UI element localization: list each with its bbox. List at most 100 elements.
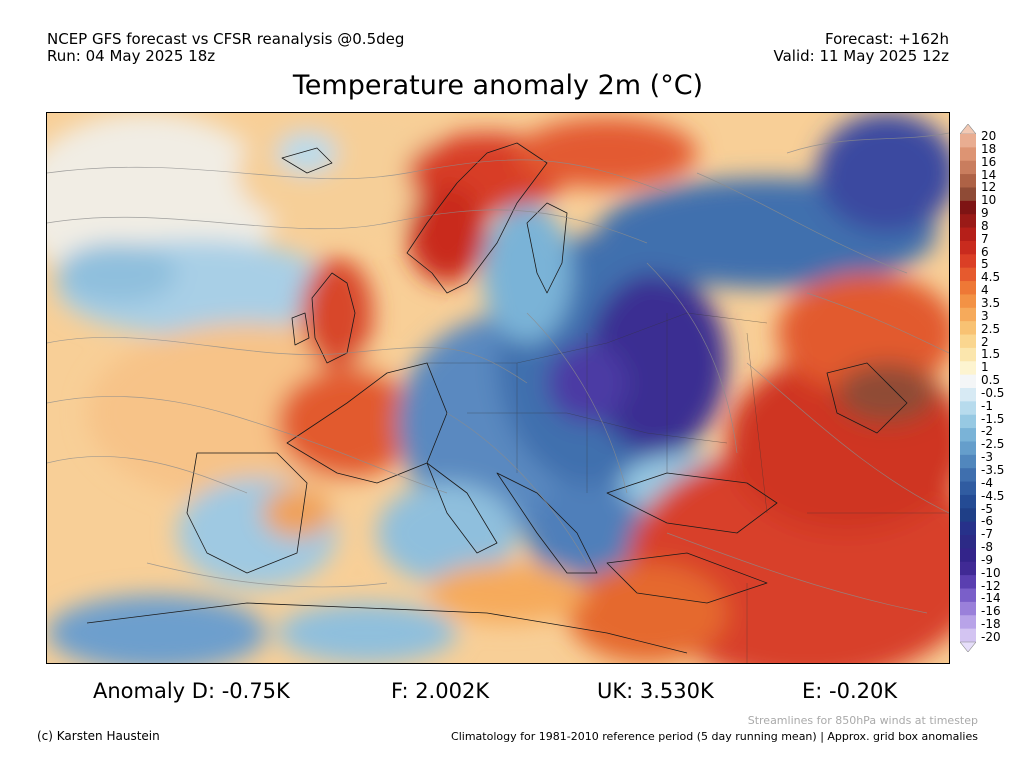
colorbar-swatch [960, 347, 976, 362]
credit: (c) Karsten Haustein [37, 729, 160, 743]
colorbar-label: 16 [981, 154, 997, 169]
colorbar-label: -6 [981, 514, 993, 529]
colorbar-swatch [960, 575, 976, 590]
colorbar-swatch [960, 294, 976, 309]
colorbar-swatch [960, 160, 976, 175]
colorbar-swatch [960, 254, 976, 269]
colorbar-swatch [960, 628, 976, 643]
colorbar-label: 10 [981, 193, 997, 208]
colorbar-swatch [960, 374, 976, 389]
colorbar-label: 9 [981, 206, 989, 221]
colorbar-swatch [960, 147, 976, 162]
colorbar-swatch [960, 468, 976, 483]
colorbar-label: -20 [981, 630, 1001, 644]
colorbar-label: 12 [981, 180, 997, 195]
colorbar-label: -8 [981, 540, 993, 555]
streamlines-note: Streamlines for 850hPa winds at timestep [747, 714, 978, 727]
colorbar-label: -0.5 [981, 385, 1005, 400]
colorbar-label: -14 [981, 591, 1001, 606]
colorbar-label: 14 [981, 167, 997, 182]
colorbar-swatch [960, 267, 976, 282]
colorbar-swatch [960, 601, 976, 616]
anomaly-map [46, 112, 950, 664]
colorbar-label: -2 [981, 424, 993, 439]
colorbar-label: 2 [981, 334, 989, 349]
colorbar-swatch [960, 240, 976, 255]
colorbar-bottom-triangle [960, 641, 976, 652]
colorbar-label: 4 [981, 283, 989, 298]
country-borders [427, 312, 949, 663]
colorbar-swatch [960, 561, 976, 576]
colorbar [960, 124, 976, 652]
colorbar-swatch [960, 428, 976, 442]
colorbar-label: 5 [981, 257, 989, 272]
colorbar-label: 0.5 [981, 373, 1001, 388]
colorbar-label: -3 [981, 450, 993, 465]
colorbar-label: -16 [981, 604, 1001, 619]
colorbar-label: 4.5 [981, 270, 1001, 285]
colorbar-swatch [960, 454, 976, 469]
colorbar-label: 6 [981, 244, 989, 259]
colorbar-label: -5 [981, 501, 993, 516]
anomaly-e: E: -0.20K [802, 679, 898, 703]
colorbar-label: 20 [981, 129, 997, 143]
colorbar-label: -1 [981, 398, 993, 413]
stats-row: Anomaly D: -0.75K F: 2.002K UK: 3.530K E… [0, 679, 1024, 707]
colorbar-label: 3 [981, 308, 989, 323]
colorbar-swatch [960, 494, 976, 509]
colorbar-swatch [960, 414, 976, 429]
anomaly-f: F: 2.002K [391, 679, 490, 703]
anomaly-d: Anomaly D: -0.75K [93, 679, 290, 703]
colorbar-swatch [960, 361, 976, 376]
colorbar-label: -10 [981, 565, 1001, 580]
colorbar-swatch [960, 334, 976, 349]
model-description: NCEP GFS forecast vs CFSR reanalysis @0.… [47, 30, 405, 48]
colorbar-label: -1.5 [981, 411, 1005, 426]
colorbar-swatch [960, 548, 976, 563]
colorbar-swatch [960, 281, 976, 295]
colorbar-label: -9 [981, 552, 993, 567]
colorbar-swatch [960, 321, 976, 336]
forecast-hour: Forecast: +162h [825, 30, 949, 48]
valid-time: Valid: 11 May 2025 12z [773, 47, 949, 65]
colorbar-swatch [960, 174, 976, 188]
colorbar-label: -7 [981, 527, 993, 542]
colorbar-label: -3.5 [981, 463, 1005, 477]
colorbar-label: 1.5 [981, 347, 1001, 362]
map-title: Temperature anomaly 2m (°C) [292, 70, 704, 101]
colorbar-swatch [960, 521, 976, 536]
colorbar-top-triangle [960, 124, 976, 135]
colorbar-label: -4 [981, 475, 993, 490]
colorbar-label: -18 [981, 617, 1001, 632]
colorbar-label: 18 [981, 141, 997, 156]
colorbar-swatch [960, 307, 976, 322]
wind-streamlines [47, 132, 949, 614]
colorbar-swatch [960, 388, 976, 402]
colorbar-swatch [960, 615, 976, 630]
colorbar-swatch [960, 588, 976, 603]
colorbar-swatch [960, 508, 976, 523]
colorbar-label: -12 [981, 578, 1001, 593]
anomaly-shading [47, 113, 949, 663]
colorbar-label: -2.5 [981, 437, 1005, 452]
run-time: Run: 04 May 2025 18z [47, 47, 216, 65]
colorbar-swatch [960, 481, 976, 496]
colorbar-swatch [960, 227, 976, 242]
colorbar-label: -4.5 [981, 488, 1005, 503]
climatology-note: Climatology for 1981-2010 reference peri… [451, 730, 978, 743]
colorbar-swatch [960, 187, 976, 202]
colorbar-swatch [960, 535, 976, 549]
colorbar-label: 2.5 [981, 321, 1001, 336]
run-info: NCEP GFS forecast vs CFSR reanalysis @0.… [47, 31, 404, 65]
colorbar-swatch [960, 214, 976, 229]
colorbar-swatch [960, 401, 976, 416]
colorbar-label: 7 [981, 231, 989, 246]
valid-info: Forecast: +162h Valid: 11 May 2025 12z [773, 31, 949, 65]
colorbar-label: 8 [981, 218, 989, 233]
colorbar-label: 1 [981, 360, 989, 375]
colorbar-label: 3.5 [981, 296, 1001, 310]
colorbar-swatch [960, 134, 976, 148]
anomaly-uk: UK: 3.530K [597, 679, 714, 703]
colorbar-swatch [960, 200, 976, 215]
coastlines [86, 142, 908, 654]
